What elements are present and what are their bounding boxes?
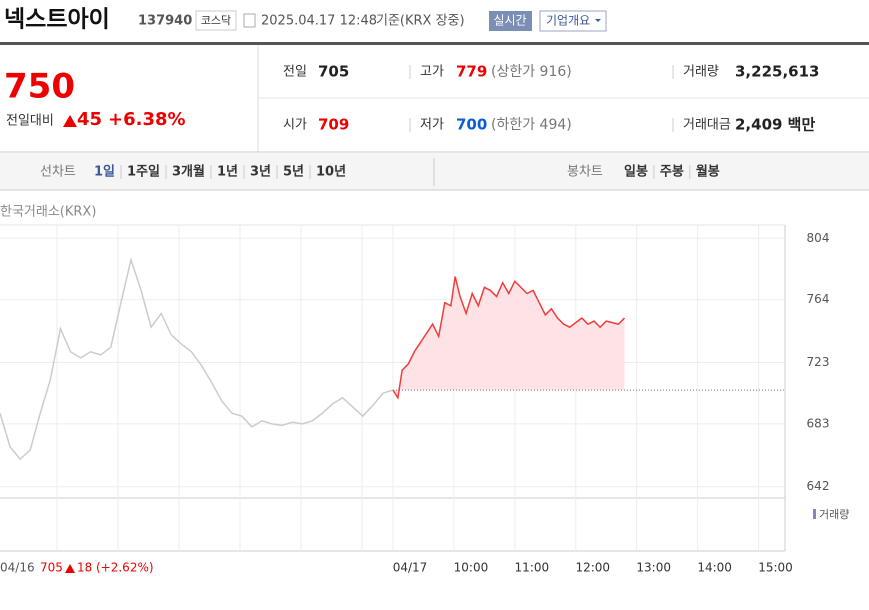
volume-label: 거래량 [819, 508, 849, 521]
period-tab[interactable]: 1일 [94, 165, 115, 180]
market-badge [195, 10, 237, 31]
candle-tab[interactable]: 월봉 [696, 164, 720, 180]
basis: 기준(KRX 장중) [376, 14, 465, 29]
stat-label: 전일 [283, 65, 307, 80]
y-tick-label: 764 [807, 292, 830, 306]
y-tick-label: 683 [807, 416, 830, 430]
realtime[interactable]: 실시간 [493, 14, 526, 28]
header-rule [0, 42, 869, 45]
stat-value: 3,225,613 [735, 63, 819, 81]
change: 45 [77, 109, 102, 130]
y-tick-label: 723 [807, 355, 830, 369]
period-tab[interactable]: 1주일 [127, 165, 160, 180]
today-line [392, 276, 626, 400]
period-tab[interactable]: 5년 [283, 165, 304, 180]
stat-label: 거래대금 [683, 118, 731, 133]
stat-label: 시가 [283, 118, 307, 133]
stat-value: 2,409 백만 [735, 116, 815, 134]
stat-value: 700 [456, 116, 487, 134]
x-tick-label: 13:00 [636, 561, 671, 575]
period-tab[interactable]: 1년 [217, 165, 238, 180]
price: 750 [4, 67, 75, 107]
stat-value: 709 [318, 116, 349, 134]
stock-code: 137940 [138, 14, 192, 29]
tab-label: 선차트 [40, 165, 76, 180]
x-tick-label: 15:00 [758, 561, 793, 575]
tab-label: 봉차트 [567, 165, 603, 180]
x-tick-label: 04/17 [393, 561, 428, 575]
candle-tab[interactable]: 일봉 [624, 165, 648, 180]
stat-value: 705 [318, 63, 349, 81]
stat-label: 고가 [420, 65, 444, 80]
prev-change: 18 [77, 561, 92, 575]
period-tab[interactable]: 3년 [250, 165, 271, 180]
prev-close: 705 [40, 561, 63, 575]
period-tab[interactable]: 10년 [316, 165, 346, 180]
x-tick-label: 12:00 [575, 561, 610, 575]
company[interactable]: 기업개요 [546, 14, 590, 28]
market: 코스닥 [201, 14, 231, 27]
calendar-icon [243, 13, 256, 28]
today-area [393, 276, 625, 398]
prev-change-pct: (+2.62%) [96, 561, 154, 575]
stock-name: 넥스트아이 [4, 7, 110, 33]
stat-label: 거래량 [683, 65, 719, 80]
x-tick-label: 10:00 [454, 561, 489, 575]
x-tick-label: 11:00 [515, 561, 550, 575]
y-tick-label: 804 [807, 231, 830, 245]
change-pct: +6.38% [108, 109, 186, 130]
dropdown-arrow [595, 19, 601, 22]
y-tick-label: 642 [807, 479, 830, 493]
prev-date: 04/16 [0, 561, 35, 575]
change-label: 전일대비 [6, 114, 54, 129]
x-tick-label: 14:00 [697, 561, 732, 575]
prev-day-line [0, 256, 394, 461]
company-button[interactable] [539, 10, 607, 32]
up-arrow [65, 564, 75, 573]
stat-note: (하한가 494) [491, 117, 572, 133]
source: 한국거래소(KRX) [0, 205, 96, 220]
stat-value: 779 [456, 63, 487, 81]
stat-note: (상한가 916) [491, 64, 572, 80]
candle-tab[interactable]: 주봉 [660, 165, 684, 180]
prev-grid [56, 225, 363, 551]
stat-label: 저가 [420, 118, 444, 133]
period-tab[interactable]: 3개월 [172, 164, 205, 180]
up-arrow [63, 115, 77, 127]
volume-legend-swatch [813, 509, 816, 519]
time: 2025.04.17 12:48 [261, 14, 377, 29]
realtime-badge[interactable] [489, 11, 532, 31]
